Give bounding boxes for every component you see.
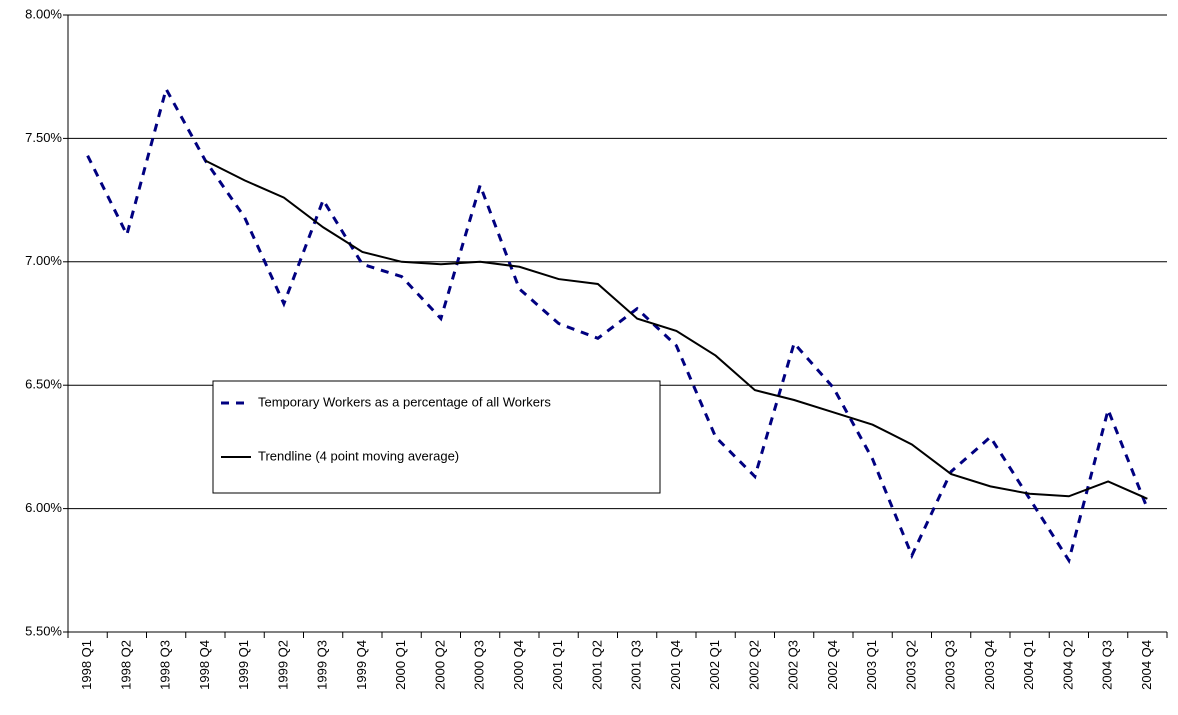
y-tick-label: 7.50% (25, 130, 62, 145)
x-tick-label: 1998 Q1 (79, 640, 94, 690)
x-tick-label: 2001 Q4 (668, 640, 683, 690)
x-tick-label: 2000 Q3 (472, 640, 487, 690)
x-tick-label: 2000 Q1 (393, 640, 408, 690)
y-tick-label: 7.00% (25, 253, 62, 268)
x-tick-label: 1999 Q4 (354, 640, 369, 690)
legend-label: Trendline (4 point moving average) (258, 448, 459, 463)
y-tick-label: 6.00% (25, 500, 62, 515)
x-tick-label: 2002 Q2 (746, 640, 761, 690)
x-tick-label: 1998 Q3 (158, 640, 173, 690)
legend-label: Temporary Workers as a percentage of all… (258, 394, 551, 409)
x-tick-label: 2000 Q4 (511, 640, 526, 690)
x-tick-label: 2003 Q1 (864, 640, 879, 690)
series-line (204, 159, 1148, 500)
x-tick-label: 2000 Q2 (432, 640, 447, 690)
x-tick-label: 1999 Q1 (236, 640, 251, 690)
x-tick-label: 1998 Q2 (118, 640, 133, 690)
x-tick-label: 2002 Q3 (786, 640, 801, 690)
x-tick-label: 2003 Q4 (982, 640, 997, 690)
x-tick-label: 2003 Q3 (943, 640, 958, 690)
x-tick-label: 2001 Q2 (589, 640, 604, 690)
x-tick-label: 2004 Q3 (1100, 640, 1115, 690)
x-tick-label: 2004 Q4 (1139, 640, 1154, 690)
x-tick-label: 1999 Q2 (275, 640, 290, 690)
y-tick-label: 5.50% (25, 623, 62, 638)
legend-box (212, 380, 661, 494)
x-tick-label: 2003 Q2 (903, 640, 918, 690)
x-tick-label: 2004 Q1 (1021, 640, 1036, 690)
x-tick-label: 2001 Q3 (629, 640, 644, 690)
series-line (86, 85, 1149, 565)
x-tick-label: 2002 Q4 (825, 640, 840, 690)
x-tick-label: 2002 Q1 (707, 640, 722, 690)
x-tick-label: 2004 Q2 (1060, 640, 1075, 690)
y-tick-label: 6.50% (25, 377, 62, 392)
x-tick-label: 2001 Q1 (550, 640, 565, 690)
x-tick-label: 1999 Q3 (315, 640, 330, 690)
x-tick-label: 1998 Q4 (197, 640, 212, 690)
y-tick-label: 8.00% (25, 6, 62, 21)
